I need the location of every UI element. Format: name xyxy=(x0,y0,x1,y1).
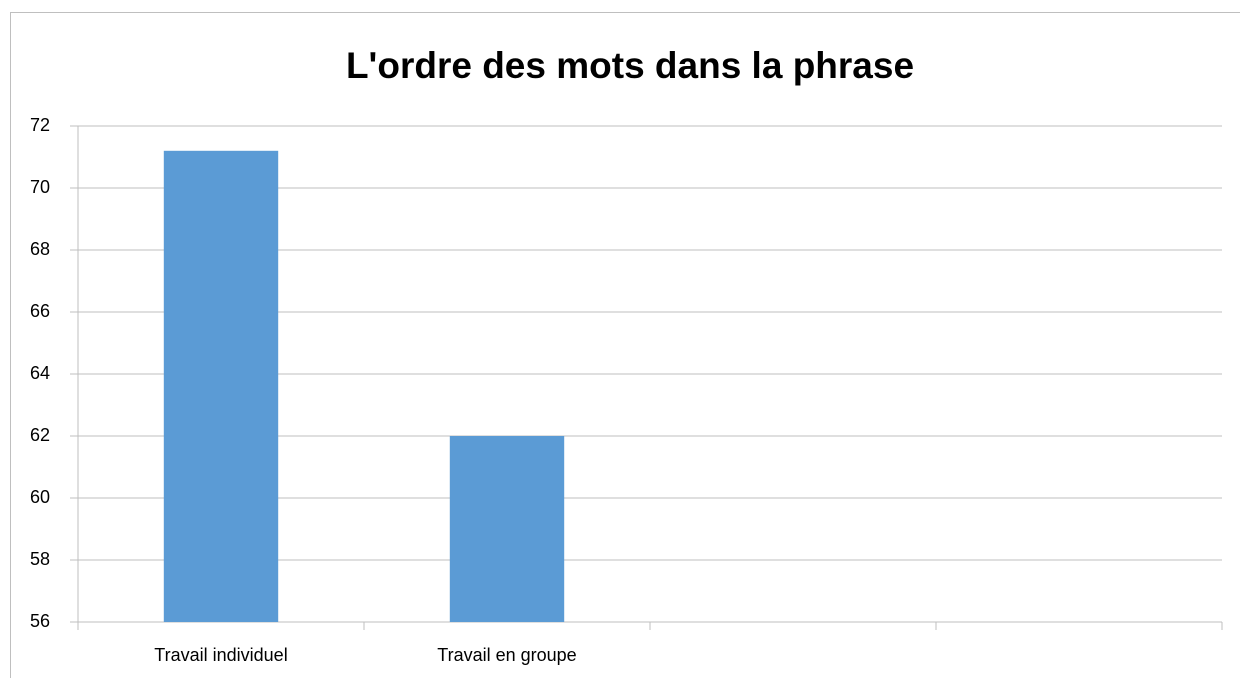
x-tick-label: Travail en groupe xyxy=(437,645,576,665)
bar xyxy=(449,436,565,622)
bar xyxy=(163,150,279,623)
chart-border xyxy=(10,12,1240,678)
y-tick-label: 72 xyxy=(30,115,50,135)
y-tick-label: 62 xyxy=(30,425,50,445)
chart-title: L'ordre des mots dans la phrase xyxy=(346,45,914,86)
y-tick-label: 58 xyxy=(30,549,50,569)
y-tick-label: 68 xyxy=(30,239,50,259)
y-tick-label: 70 xyxy=(30,177,50,197)
x-tick-label: Travail individuel xyxy=(154,645,287,665)
y-tick-label: 60 xyxy=(30,487,50,507)
y-tick-label: 64 xyxy=(30,363,50,383)
y-tick-label: 66 xyxy=(30,301,50,321)
y-tick-label: 56 xyxy=(30,611,50,631)
